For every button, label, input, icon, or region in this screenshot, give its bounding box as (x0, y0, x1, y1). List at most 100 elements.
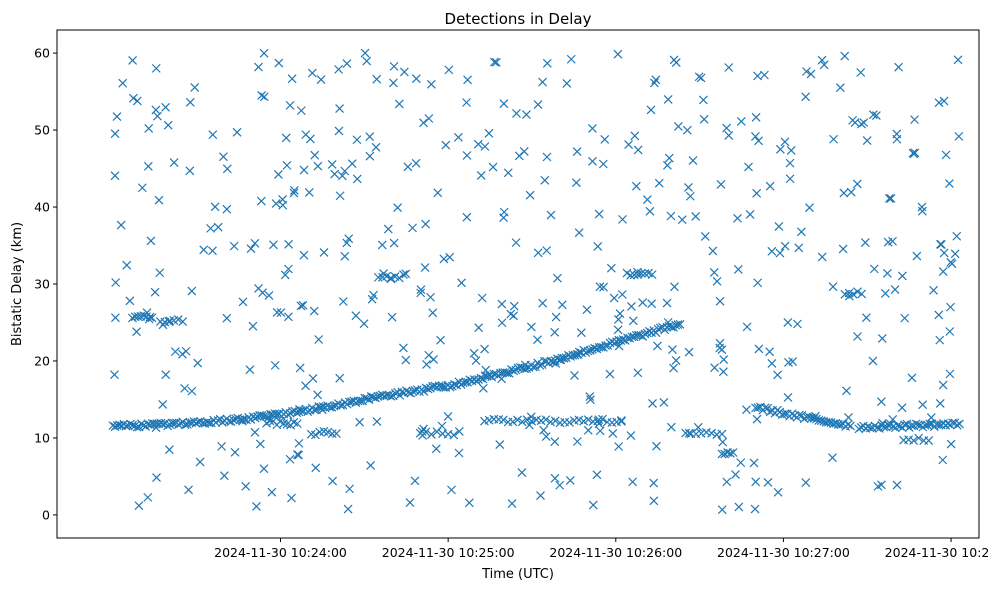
data-point (838, 244, 848, 254)
data-point (187, 286, 197, 296)
data-point (673, 122, 683, 131)
data-point (281, 133, 291, 143)
data-point (785, 174, 795, 184)
data-point (754, 344, 764, 354)
data-point (850, 118, 860, 128)
data-point (662, 160, 672, 170)
data-point (161, 102, 171, 112)
data-point (884, 420, 893, 430)
data-point (311, 430, 320, 440)
data-point (294, 450, 304, 460)
data-point (111, 278, 121, 287)
data-point (626, 431, 636, 440)
data-point (673, 320, 683, 330)
data-point (317, 405, 327, 415)
data-point (462, 98, 471, 107)
data-point (613, 49, 623, 59)
data-point (476, 373, 486, 383)
data-point (745, 209, 755, 219)
data-point (283, 312, 293, 322)
data-point (517, 417, 527, 427)
data-point (365, 132, 375, 142)
data-point (605, 369, 615, 379)
data-point (476, 170, 486, 180)
data-point (245, 365, 255, 375)
data-point (774, 221, 784, 231)
data-point (180, 420, 190, 430)
data-point (664, 153, 674, 163)
data-point (767, 246, 777, 256)
chart-title: Detections in Delay (445, 10, 592, 28)
data-point (783, 318, 793, 327)
data-point (469, 348, 479, 358)
data-point (314, 335, 324, 344)
data-point (707, 428, 717, 438)
data-point (274, 58, 284, 68)
data-point (897, 403, 907, 413)
data-point (441, 140, 451, 150)
data-point (722, 123, 732, 133)
data-point (840, 51, 850, 61)
data-point (731, 470, 740, 479)
data-point (399, 270, 408, 279)
data-point (780, 241, 790, 251)
data-point (252, 502, 261, 511)
data-point (628, 477, 638, 487)
data-point (454, 448, 464, 458)
data-point (671, 356, 681, 365)
x-tick-label: 2024-11-30 10:26:00 (549, 545, 682, 560)
data-point (347, 159, 357, 169)
data-point (146, 236, 156, 246)
data-point (250, 238, 260, 248)
data-point (888, 415, 898, 424)
data-point (340, 251, 350, 261)
data-point (151, 63, 161, 73)
data-point (897, 271, 907, 281)
data-point (869, 264, 879, 274)
y-tick-label: 40 (34, 200, 50, 215)
data-point (150, 287, 160, 297)
data-point (509, 301, 519, 311)
data-point (499, 99, 509, 109)
data-point (241, 481, 251, 491)
data-point (753, 403, 763, 413)
data-point (860, 238, 870, 247)
data-point (289, 188, 299, 198)
data-point (477, 293, 487, 303)
y-tick-label: 0 (42, 507, 50, 522)
data-point (653, 341, 662, 351)
data-point (583, 415, 593, 425)
data-point (521, 110, 531, 120)
data-point (666, 211, 676, 221)
data-point (449, 430, 459, 440)
data-point (270, 360, 280, 370)
data-point (525, 190, 535, 200)
data-point (379, 269, 389, 278)
data-point (403, 162, 413, 172)
data-point (416, 288, 426, 298)
data-point (773, 487, 783, 497)
data-point (272, 308, 282, 317)
data-point (132, 96, 142, 106)
data-point (868, 356, 878, 366)
data-point (308, 374, 318, 383)
data-point (474, 323, 484, 333)
data-point (259, 92, 269, 102)
data-point (877, 480, 886, 490)
data-point (780, 409, 790, 419)
data-point (894, 62, 903, 72)
data-point (853, 332, 862, 341)
data-points-layer (108, 48, 964, 515)
data-point (716, 179, 726, 189)
data-point (571, 178, 581, 188)
data-point (717, 429, 727, 439)
data-point (616, 416, 626, 426)
data-point (633, 267, 642, 277)
data-point (327, 159, 337, 169)
data-point (642, 195, 652, 205)
data-point (640, 269, 650, 278)
data-point (330, 169, 340, 179)
data-point (592, 470, 602, 480)
data-point (304, 188, 314, 197)
data-point (562, 79, 572, 88)
